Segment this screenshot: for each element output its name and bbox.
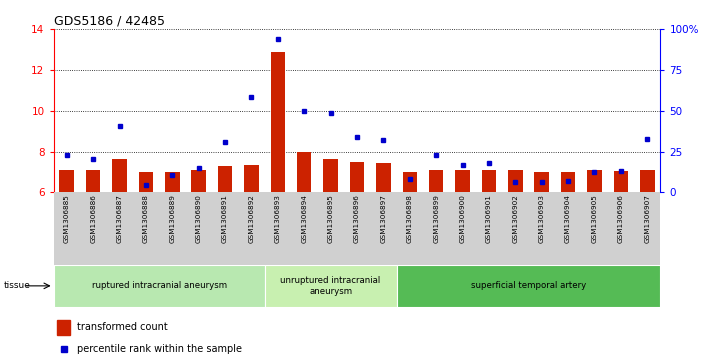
Bar xyxy=(482,170,496,192)
Bar xyxy=(396,265,660,307)
Text: transformed count: transformed count xyxy=(77,322,168,332)
Bar xyxy=(376,163,391,192)
Bar xyxy=(218,166,232,192)
Bar xyxy=(456,170,470,192)
Text: GDS5186 / 42485: GDS5186 / 42485 xyxy=(54,15,164,28)
Bar xyxy=(508,170,523,192)
Text: ruptured intracranial aneurysm: ruptured intracranial aneurysm xyxy=(91,281,226,290)
Text: GSM1306893: GSM1306893 xyxy=(275,194,281,243)
Text: GSM1306903: GSM1306903 xyxy=(538,194,545,243)
Text: GSM1306906: GSM1306906 xyxy=(618,194,624,243)
Text: superficial temporal artery: superficial temporal artery xyxy=(471,281,586,290)
Bar xyxy=(112,159,127,192)
Text: GSM1306894: GSM1306894 xyxy=(301,194,307,243)
Text: GSM1306901: GSM1306901 xyxy=(486,194,492,243)
Text: percentile rank within the sample: percentile rank within the sample xyxy=(77,344,242,354)
Text: GSM1306898: GSM1306898 xyxy=(407,194,413,243)
Text: GSM1306899: GSM1306899 xyxy=(433,194,439,243)
Text: GSM1306907: GSM1306907 xyxy=(644,194,650,243)
Text: GSM1306896: GSM1306896 xyxy=(354,194,360,243)
Text: GSM1306905: GSM1306905 xyxy=(591,194,598,243)
Bar xyxy=(191,170,206,192)
Text: GSM1306892: GSM1306892 xyxy=(248,194,254,243)
Bar xyxy=(429,170,443,192)
Text: GSM1306895: GSM1306895 xyxy=(328,194,333,243)
Bar xyxy=(165,172,179,192)
Text: GSM1306891: GSM1306891 xyxy=(222,194,228,243)
Bar xyxy=(265,265,396,307)
Bar xyxy=(271,52,285,192)
Bar xyxy=(54,265,265,307)
Bar xyxy=(323,159,338,192)
Text: GSM1306886: GSM1306886 xyxy=(90,194,96,243)
Text: GSM1306885: GSM1306885 xyxy=(64,194,70,243)
Bar xyxy=(560,172,575,192)
Bar xyxy=(535,172,549,192)
Text: GSM1306904: GSM1306904 xyxy=(565,194,571,243)
Text: tissue: tissue xyxy=(4,281,31,290)
Bar xyxy=(86,170,101,192)
Bar xyxy=(59,170,74,192)
Bar xyxy=(350,162,364,192)
Text: GSM1306897: GSM1306897 xyxy=(381,194,386,243)
Text: GSM1306902: GSM1306902 xyxy=(513,194,518,243)
Bar xyxy=(139,172,154,192)
Bar xyxy=(613,171,628,192)
Bar xyxy=(57,320,69,335)
Bar xyxy=(587,170,602,192)
Text: unruptured intracranial
aneurysm: unruptured intracranial aneurysm xyxy=(281,276,381,295)
Text: GSM1306889: GSM1306889 xyxy=(169,194,176,243)
Bar xyxy=(403,172,417,192)
Bar xyxy=(297,152,311,192)
Text: GSM1306900: GSM1306900 xyxy=(460,194,466,243)
Bar xyxy=(244,165,258,192)
Text: GSM1306890: GSM1306890 xyxy=(196,194,201,243)
Text: GSM1306887: GSM1306887 xyxy=(116,194,123,243)
Text: GSM1306888: GSM1306888 xyxy=(143,194,149,243)
Bar xyxy=(640,170,655,192)
